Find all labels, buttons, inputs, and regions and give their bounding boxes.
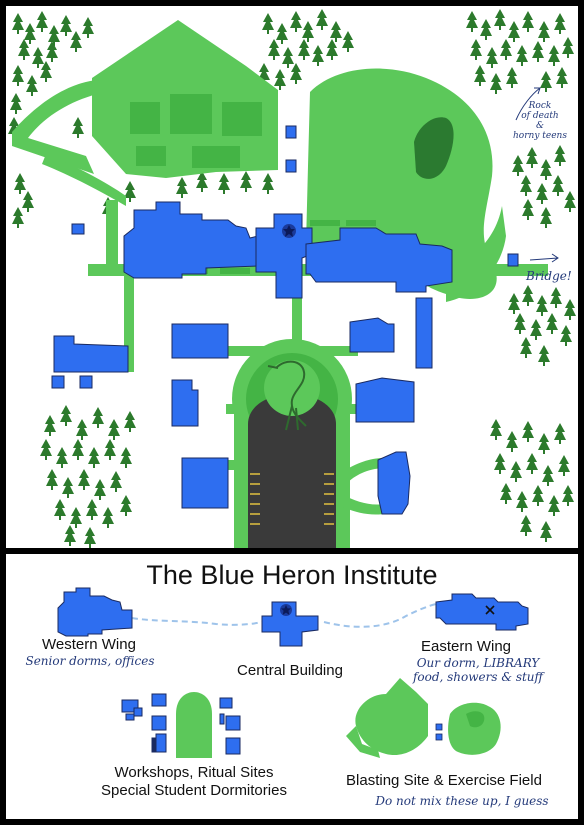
legend: The Blue Heron Institute — [6, 554, 578, 819]
blasting-site-icon — [346, 678, 501, 758]
heron-icon — [264, 360, 320, 431]
western-wing-building — [123, 201, 259, 279]
western-wing-icon — [57, 587, 133, 637]
workshops-label: Workshops, Ritual Sites — [114, 764, 274, 781]
bridge-annotation: Bridge! — [525, 253, 572, 283]
star-emblem-icon — [282, 224, 296, 238]
workshops-lawn-icon — [176, 692, 212, 758]
x-marker-icon — [485, 605, 495, 615]
campus-map: Rock of death & horny teens Bridge! — [6, 6, 578, 548]
forest-southeast — [490, 419, 574, 542]
eastern-wing-note: Our dorm, LIBRARY — [416, 656, 540, 670]
western-wing-label: Western Wing — [42, 636, 136, 653]
eastern-wing-note: food, showers & stuff — [412, 670, 544, 684]
legend-drawing — [57, 587, 529, 758]
svg-text:of death: of death — [521, 111, 558, 121]
svg-text:horny teens: horny teens — [513, 131, 567, 141]
arrow-icon — [515, 87, 541, 121]
svg-text:&: & — [536, 121, 544, 131]
star-emblem-icon — [280, 604, 292, 616]
eastern-wing-icon — [435, 593, 529, 631]
forest-southwest — [40, 405, 136, 548]
parking-lot — [248, 394, 336, 548]
map-drawing: Rock of death & horny teens Bridge! — [8, 9, 576, 548]
forest-northeast — [466, 9, 574, 94]
annex — [285, 159, 297, 173]
legend-connector — [131, 617, 263, 626]
forest-northwest — [8, 11, 94, 138]
legend-connector — [323, 603, 437, 628]
svg-text:Bridge!: Bridge! — [525, 269, 572, 283]
workshops-label: Special Student Dormitories — [101, 782, 287, 799]
svg-text:Rock: Rock — [528, 101, 552, 111]
central-building-label: Central Building — [237, 662, 343, 679]
blasting-site-label: Blasting Site & Exercise Field — [346, 772, 542, 789]
eastern-wing-label: Eastern Wing — [420, 638, 512, 655]
annex — [71, 223, 85, 235]
buildings — [51, 125, 519, 515]
annex — [507, 253, 519, 267]
western-wing-note: Senior dorms, offices — [25, 654, 155, 668]
central-building-icon — [261, 601, 319, 647]
eastern-wing-building — [305, 227, 453, 293]
blasting-site-note: Do not mix these up, I guess — [375, 794, 549, 808]
annex — [285, 125, 297, 139]
rock-annotation: Rock of death & horny teens — [513, 87, 567, 141]
rock-of-death — [414, 117, 454, 179]
arrow-icon — [529, 253, 559, 263]
legend-title: The Blue Heron Institute — [146, 560, 438, 590]
